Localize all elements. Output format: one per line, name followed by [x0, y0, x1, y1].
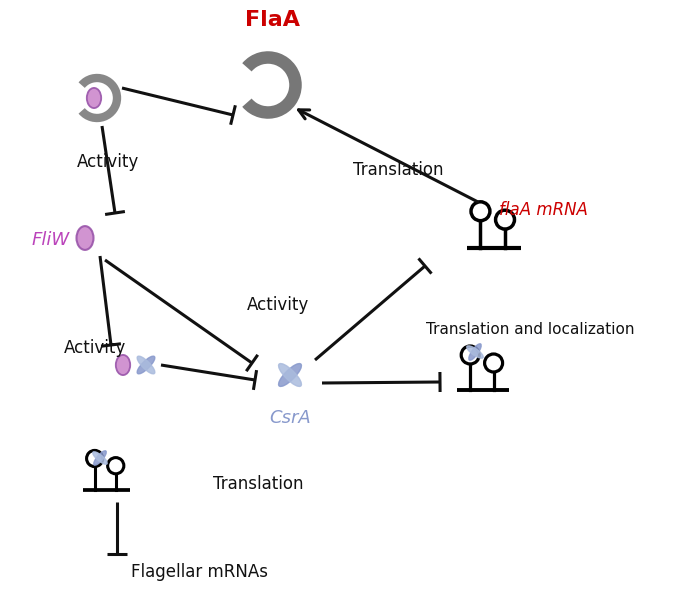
Ellipse shape	[94, 451, 106, 465]
Text: Activity: Activity	[64, 339, 126, 357]
Ellipse shape	[92, 452, 108, 465]
Text: Translation: Translation	[353, 161, 443, 179]
Text: FlaA: FlaA	[245, 10, 301, 30]
Text: flaA mRNA: flaA mRNA	[499, 201, 588, 219]
Ellipse shape	[87, 88, 101, 108]
Ellipse shape	[77, 226, 93, 250]
Text: Activity: Activity	[77, 153, 139, 171]
Ellipse shape	[116, 355, 130, 375]
Text: Translation: Translation	[213, 475, 303, 493]
Text: CsrA: CsrA	[269, 409, 311, 427]
Text: Activity: Activity	[247, 296, 309, 314]
Text: Flagellar mRNAs: Flagellar mRNAs	[132, 563, 269, 581]
Ellipse shape	[279, 364, 301, 387]
Ellipse shape	[137, 356, 155, 374]
Text: FliW: FliW	[32, 231, 70, 249]
Text: Translation and localization: Translation and localization	[426, 322, 634, 337]
Ellipse shape	[279, 364, 301, 387]
Ellipse shape	[466, 346, 483, 358]
Ellipse shape	[137, 356, 155, 374]
Ellipse shape	[469, 344, 481, 360]
